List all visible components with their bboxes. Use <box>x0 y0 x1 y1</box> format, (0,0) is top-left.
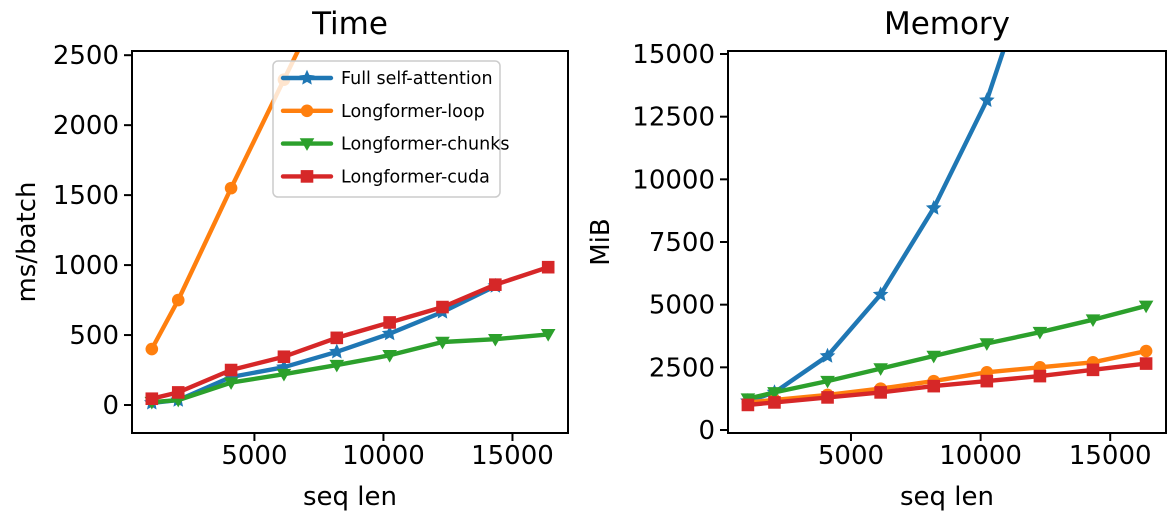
series-marker-full-self-attention <box>872 286 889 302</box>
y-axis-tick-label: 0 <box>698 416 715 446</box>
series-marker-longformer-cuda <box>277 350 291 364</box>
legend-label: Longformer-cuda <box>341 167 490 187</box>
series-line-longformer-loop <box>745 348 1149 405</box>
x-axis-tick-label: 15000 <box>1069 441 1152 471</box>
memory-chart: 5000 10000 15000 0 2500 5000 7500 10000 12500 150… <box>632 40 1167 471</box>
series-marker-longformer-chunks <box>1138 300 1154 314</box>
series-line-longformer-chunks <box>149 332 551 405</box>
series-marker-longformer-cuda <box>1033 369 1047 383</box>
series-marker-longformer-cuda <box>145 392 159 406</box>
memory-chart-title: Memory <box>884 6 1010 42</box>
x-axis-tick-label: 10000 <box>939 441 1022 471</box>
y-axis-tick-label: 2500 <box>649 353 715 383</box>
series-marker-longformer-chunks <box>540 329 556 342</box>
legend: Full self-attention Longformer-loop Longfo… <box>272 60 509 198</box>
x-axis-tick-label: 15000 <box>471 441 554 471</box>
series-marker-longformer-chunks <box>873 363 888 376</box>
series-marker-longformer-chunks <box>223 377 239 390</box>
series-marker-longformer-cuda <box>980 374 994 388</box>
series-marker-longformer-cuda <box>927 379 941 393</box>
memory-chart-xlabel: seq len <box>900 482 994 512</box>
series-marker-longformer-cuda <box>768 396 781 409</box>
series-marker-full-self-attention <box>819 347 836 363</box>
legend-marker-triangle-down <box>299 138 315 151</box>
series-marker-longformer-chunks <box>435 336 450 350</box>
series-marker-longformer-cuda <box>821 391 834 404</box>
series-marker-longformer-cuda <box>1086 363 1100 377</box>
plot-area <box>740 51 1154 412</box>
plot-area <box>144 51 556 410</box>
series-marker-longformer-cuda <box>436 300 449 314</box>
series-marker-longformer-chunks <box>382 350 397 363</box>
series-marker-full-self-attention <box>925 200 942 215</box>
time-chart-ylabel: ms/batch <box>12 181 42 302</box>
y-axis-tick-label: 0 <box>102 391 119 421</box>
series-marker-longformer-cuda <box>1139 357 1153 370</box>
legend-marker-star <box>299 69 315 85</box>
series-marker-longformer-cuda <box>489 278 502 291</box>
series-marker-longformer-cuda <box>330 331 344 345</box>
series-marker-longformer-cuda <box>383 316 396 329</box>
series-marker-longformer-loop <box>224 181 238 195</box>
y-axis-tick-label: 15000 <box>632 40 715 70</box>
x-axis-tick-label: 5000 <box>221 441 287 471</box>
series-marker-longformer-chunks <box>276 368 292 382</box>
y-axis-tick-label: 12500 <box>632 103 715 133</box>
memory-chart-ylabel: MiB <box>586 218 616 266</box>
legend-marker-circle <box>300 104 314 118</box>
series-marker-longformer-chunks <box>488 333 503 347</box>
series-marker-full-self-attention <box>329 343 345 359</box>
series-marker-longformer-chunks <box>1085 314 1101 328</box>
legend-label: Full self-attention <box>341 69 493 89</box>
y-axis-tick-label: 10000 <box>632 165 715 195</box>
series-marker-longformer-chunks <box>767 387 782 400</box>
y-axis-tick-label: 1000 <box>53 251 119 281</box>
series-marker-longformer-cuda <box>541 260 555 274</box>
legend-label: Longformer-chunks <box>341 135 509 155</box>
series-marker-longformer-cuda <box>224 363 238 377</box>
legend-marker-square <box>300 170 314 183</box>
x-axis-tick-label: 10000 <box>342 441 425 471</box>
series-line-longformer-cuda <box>149 265 551 401</box>
series-marker-longformer-chunks <box>329 359 345 373</box>
axes-spines <box>727 50 1167 434</box>
series-marker-longformer-loop <box>1139 344 1153 358</box>
y-axis-tick-label: 2500 <box>53 41 119 71</box>
series-marker-longformer-loop <box>145 342 159 356</box>
legend-label: Longformer-loop <box>341 102 485 122</box>
time-chart-title: Time <box>311 6 388 42</box>
y-axis-tick-label: 5000 <box>649 291 715 321</box>
series-marker-longformer-chunks <box>926 350 942 364</box>
time-chart: 5000 10000 15000 0 500 1000 1500 2000 2500 Full s… <box>53 41 569 471</box>
y-axis-tick-label: 1500 <box>53 181 119 211</box>
y-axis-tick-label: 500 <box>69 321 119 351</box>
series-marker-longformer-chunks <box>820 375 835 389</box>
x-axis-tick-label: 5000 <box>818 441 884 471</box>
series-marker-longformer-cuda <box>171 386 185 399</box>
series-marker-longformer-cuda <box>741 398 755 412</box>
series-marker-longformer-loop <box>171 293 185 307</box>
legend-box <box>272 60 501 198</box>
axes-spines <box>131 50 569 434</box>
time-chart-xlabel: seq len <box>303 482 397 512</box>
series-marker-full-self-attention <box>381 325 398 341</box>
y-axis-tick-label: 7500 <box>649 228 715 258</box>
series-marker-longformer-chunks <box>1032 326 1048 340</box>
series-marker-full-self-attention <box>979 92 995 107</box>
series-marker-longformer-chunks <box>979 338 995 351</box>
series-marker-longformer-cuda <box>874 386 887 399</box>
y-axis-tick-label: 2000 <box>53 111 119 141</box>
